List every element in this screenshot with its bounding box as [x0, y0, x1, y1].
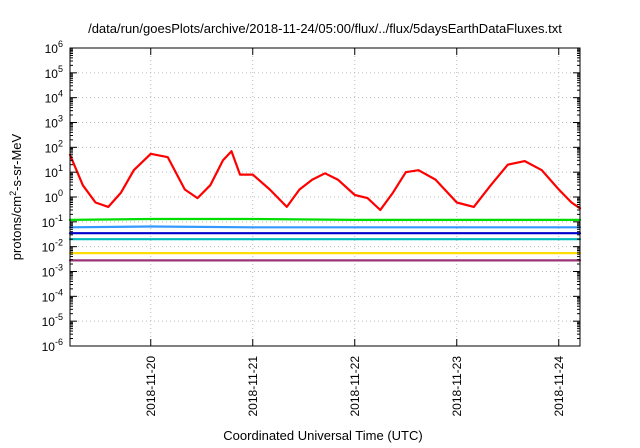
y-tick-label-base: 10	[45, 191, 59, 205]
y-tick-label-base: 10	[42, 340, 56, 354]
y-tick-label-base: 10	[45, 166, 59, 180]
y-tick-label-base: 10	[42, 290, 56, 304]
y-tick-label-exp: 2	[58, 138, 63, 148]
y-tick-label-base: 10	[45, 92, 59, 106]
x-tick-label: 2018-11-22	[348, 356, 362, 417]
x-axis-title: Coordinated Universal Time (UTC)	[223, 428, 422, 443]
y-tick-label-base: 10	[45, 67, 59, 81]
y-tick-label: 10-6	[42, 337, 63, 354]
y-axis-title: protons/cm2-s-sr-MeV	[8, 133, 24, 260]
grid	[70, 48, 580, 346]
y-axis-title-rest: -s-sr-MeV	[9, 133, 24, 190]
y-tick-label-exp: 5	[58, 64, 63, 74]
y-tick-label-exp: -5	[55, 312, 63, 322]
y-tick-label: 102	[45, 138, 63, 155]
y-axis-title-sup: 2	[8, 191, 18, 196]
x-axis: 2018-11-20 2018-11-21 2018-11-22 2018-11-23…	[144, 48, 566, 417]
x-tick-label: 2018-11-24	[552, 356, 566, 417]
series-layer	[68, 150, 582, 262]
x-tick-label: 2018-11-21	[246, 356, 260, 417]
y-tick-label: 106	[45, 39, 63, 56]
y-tick-label: 10-5	[42, 312, 63, 329]
y-axis: 10-610-510-410-310-210-11001011021031041…	[42, 39, 580, 354]
series-line	[68, 217, 582, 221]
y-tick-label: 101	[45, 163, 63, 180]
y-tick-label: 100	[45, 188, 63, 205]
y-tick-label: 103	[45, 114, 63, 131]
y-tick-label-exp: 1	[58, 163, 63, 173]
y-tick-label-exp: -2	[55, 238, 63, 248]
y-tick-label-base: 10	[42, 266, 56, 280]
y-tick-label: 104	[45, 89, 63, 106]
y-tick-label-base: 10	[45, 141, 59, 155]
y-tick-label: 10-1	[42, 213, 63, 230]
x-tick-label: 2018-11-23	[450, 356, 464, 417]
y-tick-label: 10-4	[42, 287, 63, 304]
y-tick-label-exp: 6	[58, 39, 63, 49]
y-tick-label-base: 10	[42, 241, 56, 255]
y-tick-label-base: 10	[42, 315, 56, 329]
y-tick-label-exp: -6	[55, 337, 63, 347]
y-tick-label-exp: 0	[58, 188, 63, 198]
x-tick-label: 2018-11-20	[144, 356, 158, 417]
y-tick-label-base: 10	[42, 216, 56, 230]
y-axis-title-base: protons/cm	[9, 196, 24, 260]
chart-title: /data/run/goesPlots/archive/2018-11-24/0…	[88, 21, 562, 36]
y-tick-label-base: 10	[45, 42, 59, 56]
y-tick-label-exp: 4	[58, 89, 63, 99]
y-tick-label-exp: 3	[58, 114, 63, 124]
series-line	[68, 150, 582, 212]
y-tick-label: 10-3	[42, 263, 63, 280]
series-line	[68, 225, 582, 229]
y-tick-label-base: 10	[45, 117, 59, 131]
y-tick-label: 10-2	[42, 238, 63, 255]
y-tick-label: 105	[45, 64, 63, 81]
y-tick-label-exp: -3	[55, 263, 63, 273]
y-tick-label-exp: -1	[55, 213, 63, 223]
y-tick-label-exp: -4	[55, 287, 63, 297]
